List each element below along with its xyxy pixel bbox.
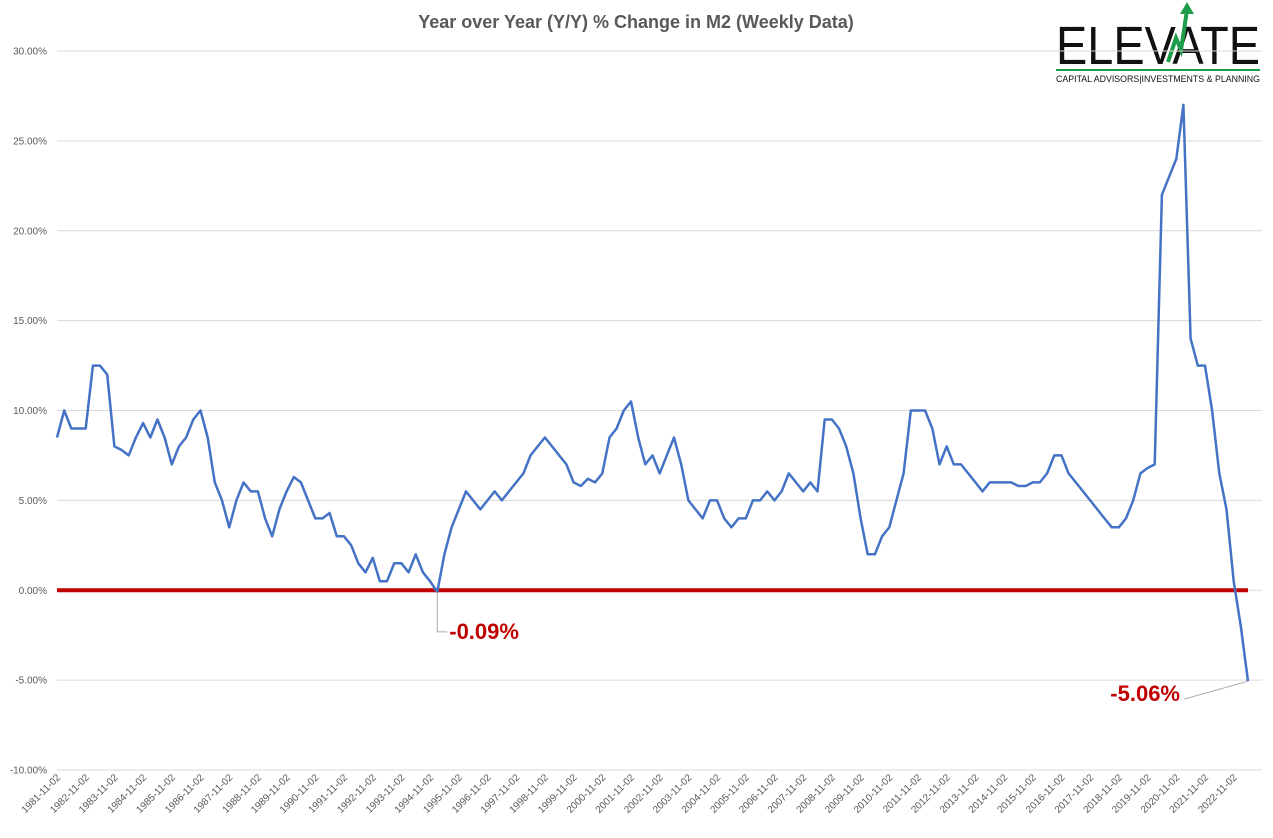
data-label: -5.06% xyxy=(1110,681,1180,706)
data-label: -0.09% xyxy=(449,619,519,644)
logo-arrowhead xyxy=(1180,2,1194,14)
logo-name: ELEVATE xyxy=(1056,16,1260,76)
chart-title: Year over Year (Y/Y) % Change in M2 (Wee… xyxy=(418,12,854,32)
annotation-leader xyxy=(436,591,448,633)
y-tick-label: 20.00% xyxy=(13,226,47,237)
y-tick-label: 5.00% xyxy=(19,496,47,507)
y-tick-label: 15.00% xyxy=(13,316,47,327)
y-tick-label: -10.00% xyxy=(10,766,47,777)
y-tick-label: 0.00% xyxy=(19,586,47,597)
logo: ELEVATE CAPITAL ADVISORS|INVESTMENTS & P… xyxy=(1056,2,1260,84)
y-tick-label: 30.00% xyxy=(13,47,47,58)
y-tick-label: -5.00% xyxy=(15,676,47,687)
series-line xyxy=(55,103,1250,682)
annotation-leader xyxy=(1183,680,1249,700)
logo-arrow xyxy=(1166,9,1189,63)
y-tick-label: 25.00% xyxy=(13,136,47,147)
y-tick-label: 10.00% xyxy=(13,406,47,417)
logo-tagline: CAPITAL ADVISORS|INVESTMENTS & PLANNING xyxy=(1056,74,1260,84)
